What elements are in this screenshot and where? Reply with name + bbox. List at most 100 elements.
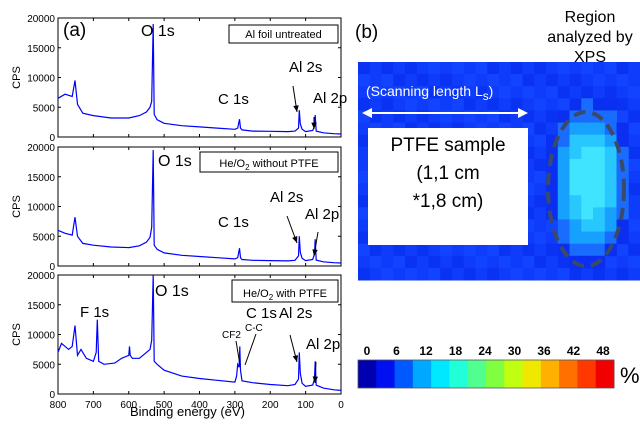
y-tick-label: 20000 — [27, 14, 55, 25]
heatmap-cell-region — [616, 134, 629, 148]
heatmap-cell — [428, 62, 441, 75]
panel-a-label: (a) — [63, 20, 87, 41]
heatmap-cell — [569, 62, 582, 75]
colorbar-tick-label: 0 — [364, 344, 371, 358]
heatmap-cell — [557, 86, 570, 99]
peak-label: O 1s — [141, 23, 175, 40]
heatmap-cell — [475, 74, 488, 87]
region-analyzed-label: Region analyzed by XPS — [547, 9, 633, 66]
heatmap-cell — [416, 267, 429, 281]
heatmap-cell — [628, 171, 640, 184]
heatmap-cell-region — [604, 207, 617, 220]
heatmap-cell — [463, 86, 476, 99]
heatmap-cell-region — [557, 207, 570, 220]
heatmap-cell — [381, 98, 394, 111]
colorbar-segment — [577, 360, 597, 388]
legend-text: He/O2 without PTFE — [219, 158, 318, 172]
heatmap-cell — [628, 183, 640, 196]
heatmap-cell — [393, 243, 406, 257]
heatmap-cell — [510, 98, 523, 111]
heatmap-cell — [428, 243, 441, 257]
colorbar-tick-label: 36 — [537, 344, 551, 358]
heatmap-cell — [616, 267, 629, 281]
scanning-length-label: (Scanning length Ls) — [366, 83, 493, 103]
x-tick-label: 500 — [156, 400, 173, 411]
x-tick-label: 600 — [120, 400, 137, 411]
y-tick-label: 0 — [49, 262, 55, 273]
heatmap-cell-region — [616, 122, 629, 136]
spectrum-panel-3: 0 5000 10000 15000 20000 800 700 600 500 400 300 20… — [11, 271, 344, 411]
heatmap-cell — [416, 243, 429, 257]
y-tick-label: 5000 — [33, 360, 56, 371]
heatmap-cell — [628, 195, 640, 208]
heatmap-cell-region — [581, 171, 594, 184]
heatmap-cell — [475, 255, 488, 269]
heatmap-cell — [546, 122, 559, 136]
heatmap-cell — [616, 62, 629, 75]
heatmap-cell — [463, 74, 476, 87]
colorbar-segment — [467, 360, 487, 388]
colorbar-segment — [540, 360, 560, 388]
heatmap-cell — [628, 122, 640, 136]
heatmap-cell — [358, 195, 371, 208]
colorbar-segment — [376, 360, 396, 388]
spectrum-line — [57, 149, 342, 264]
heatmap-cell — [393, 98, 406, 111]
heatmap-cell — [369, 243, 382, 257]
heatmap-cell-region — [593, 146, 606, 160]
heatmap-cell — [522, 62, 535, 75]
heatmap-cell — [534, 243, 547, 257]
heatmap-cell — [463, 255, 476, 269]
heatmap-cell — [522, 98, 535, 111]
heatmap-cell — [475, 267, 488, 281]
annotation-cc: C-C — [245, 323, 263, 334]
heatmap-cell — [393, 74, 406, 87]
heatmap-cell — [381, 243, 394, 257]
heatmap-cell — [604, 255, 617, 269]
heatmap-cell — [569, 74, 582, 87]
heatmap-cell-region — [569, 171, 582, 184]
legend-box — [228, 24, 339, 44]
heatmap-cell — [499, 86, 512, 99]
scan-close: ) — [488, 83, 494, 99]
heatmap-cell-region — [557, 183, 570, 196]
heatmap-cell — [358, 243, 371, 257]
heatmap-cell — [487, 86, 500, 99]
scan-subscript: s — [482, 89, 489, 103]
heatmap-cell — [534, 158, 547, 172]
heatmap-cell-region — [581, 207, 594, 220]
colorbar-tick-label: 6 — [393, 344, 400, 358]
heatmap-cell — [557, 255, 570, 269]
heatmap-cell — [581, 86, 594, 99]
x-axis-title: Binding energy (eV) — [130, 404, 245, 419]
heatmap-cell — [452, 255, 465, 269]
heatmap-cell — [628, 207, 640, 220]
x-tick-label: 400 — [191, 400, 208, 411]
peak-label: C 1s — [218, 91, 249, 108]
heatmap-cell-region — [581, 195, 594, 208]
heatmap-cell — [604, 86, 617, 99]
heatmap-cell — [510, 74, 523, 87]
heatmap-cell-region — [593, 98, 606, 111]
heatmap-cell — [522, 255, 535, 269]
y-axis-label: CPS — [11, 195, 23, 218]
sample-line-1: PTFE sample — [390, 135, 506, 156]
heatmap-cell — [628, 98, 640, 111]
colorbar-tick-label: 30 — [508, 344, 522, 358]
heatmap-cell — [381, 86, 394, 99]
ptfe-sample-box: PTFE sample (1,1 cm *1,8 cm) — [368, 128, 528, 245]
colorbar-tick-label: 12 — [419, 344, 433, 358]
heatmap-cell — [416, 255, 429, 269]
heatmap-cell — [405, 98, 418, 111]
heatmap-cell — [546, 255, 559, 269]
heatmap-cell — [440, 98, 453, 111]
heatmap-cell-region — [593, 134, 606, 148]
scan-arrow-head-left — [362, 108, 372, 118]
heatmap-cell — [405, 74, 418, 87]
heatmap-cell — [628, 219, 640, 233]
heatmap-cell — [499, 62, 512, 75]
heatmap-cell — [487, 243, 500, 257]
legend-text: Al foil untreated — [245, 29, 321, 41]
heatmap-cell — [628, 243, 640, 257]
